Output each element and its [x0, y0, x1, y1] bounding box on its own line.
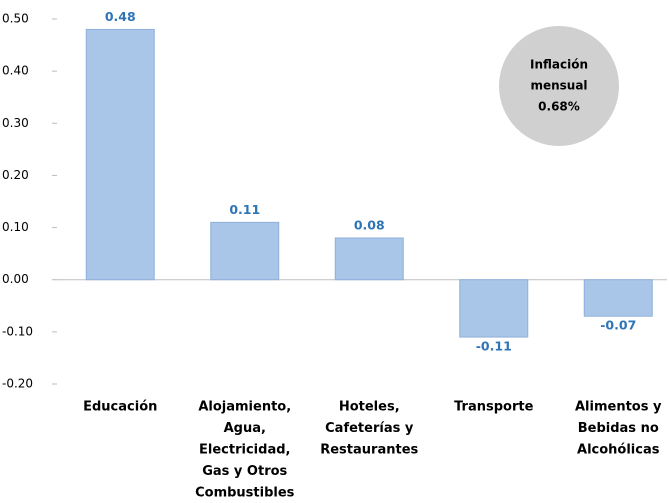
annotation-circle: [499, 26, 619, 146]
y-tick-label: 0.10: [2, 220, 29, 234]
value-label: -0.07: [600, 318, 636, 333]
y-tick-label: 0.30: [2, 116, 29, 130]
x-tick-label: Transporte: [454, 400, 533, 415]
value-label: -0.11: [476, 339, 512, 354]
x-tick-label: Electricidad,: [199, 443, 290, 458]
value-label: 0.11: [229, 202, 260, 217]
annotation: mensual: [530, 79, 587, 93]
x-tick-label: Alojamiento,: [198, 400, 291, 415]
x-tick-label: Educación: [83, 400, 157, 415]
x-tick-label: Restaurantes: [320, 443, 418, 458]
y-tick-label: 0.40: [2, 64, 29, 78]
y-tick-label: 0.00: [2, 272, 29, 286]
x-tick-label: Bebidas no: [578, 421, 659, 436]
x-tick-label: Cafeterías y: [325, 421, 414, 436]
bar: [334, 237, 404, 281]
bar: [210, 221, 280, 281]
annotation: 0.68%: [538, 100, 580, 114]
annotation: Inflación: [530, 58, 588, 72]
bar: [459, 279, 529, 338]
x-tick-label: Alimentos y: [575, 400, 662, 415]
y-tick-label: -0.20: [2, 377, 33, 391]
x-tick-label: Gas y Otros: [202, 464, 287, 479]
y-tick-label: 0.50: [2, 12, 29, 26]
x-tick-label: Alcohólicas: [577, 443, 660, 458]
x-tick-label: Agua,: [224, 421, 266, 436]
value-label: 0.08: [354, 218, 385, 233]
value-label: 0.48: [105, 9, 136, 24]
x-tick-label: Combustibles: [195, 486, 295, 501]
bar: [85, 28, 155, 281]
y-tick-label: -0.10: [2, 324, 33, 338]
bar: [583, 279, 653, 317]
y-tick-label: 0.20: [2, 168, 29, 182]
x-tick-label: Hoteles,: [339, 400, 400, 415]
